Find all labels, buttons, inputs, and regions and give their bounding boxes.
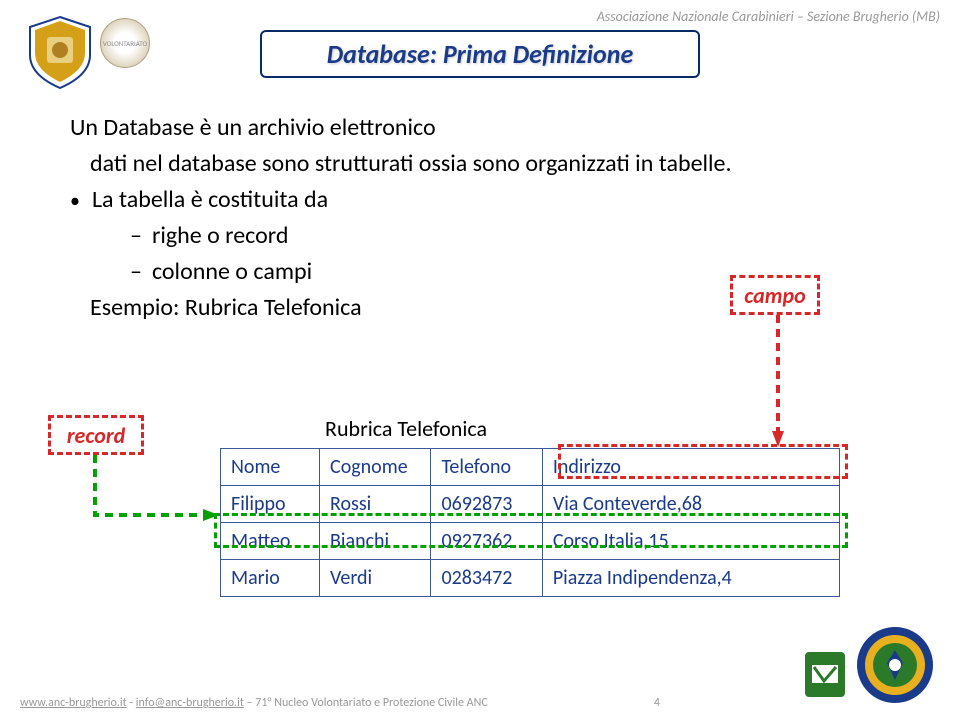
cell: Verdi (320, 560, 431, 597)
rubrica-table-wrap: Rubrica Telefonica Nome Cognome Telefono… (220, 415, 840, 597)
footer-link-site[interactable]: www.anc-brugherio.it (20, 696, 127, 710)
bullet-icon: • (70, 186, 80, 216)
protezione-civile-logo (855, 625, 935, 705)
slide-title: Database: Prima Definizione (327, 38, 633, 70)
body-line-3: • La tabella è costituita da (70, 182, 890, 218)
th-telefono: Telefono (431, 449, 542, 486)
cell: Corso Italia,15 (542, 523, 839, 560)
cell: Bianchi (320, 523, 431, 560)
th-indirizzo: Indirizzo (542, 449, 839, 486)
cell: Matteo (221, 523, 320, 560)
footer-link-mail[interactable]: info@anc-brugherio.it (136, 696, 244, 710)
page-number: 4 (654, 696, 660, 710)
table-title: Rubrica Telefonica (220, 415, 840, 442)
th-cognome: Cognome (320, 449, 431, 486)
dash-icon: – (130, 218, 142, 254)
footer-nucleo: 71° Nucleo Volontariato e Protezione Civ… (255, 696, 488, 710)
volunteer-logo: VOLONTARIATO (100, 18, 150, 68)
body-line-4-text: righe o record (152, 218, 288, 254)
shield-logo (25, 15, 95, 90)
dash-icon: – (130, 254, 142, 290)
body-line-2: dati nel database sono strutturati ossia… (90, 146, 890, 182)
table-row: Matteo Bianchi 0927362 Corso Italia,15 (221, 523, 840, 560)
footer-sep: – (247, 696, 256, 710)
body-line-5-text: colonne o campi (152, 254, 312, 290)
cell: 0927362 (431, 523, 542, 560)
cell: 0692873 (431, 486, 542, 523)
record-arrow (85, 455, 225, 535)
table-row: Filippo Rossi 0692873 Via Conteverde,68 (221, 486, 840, 523)
regione-logo (800, 647, 850, 702)
table-row: Mario Verdi 0283472 Piazza Indipendenza,… (221, 560, 840, 597)
header-org: Associazione Nazionale Carabinieri – Sez… (597, 8, 940, 25)
cell: Rossi (320, 486, 431, 523)
body-line-1: Un Database è un archivio elettronico (70, 110, 890, 146)
th-nome: Nome (221, 449, 320, 486)
cell: Via Conteverde,68 (542, 486, 839, 523)
record-badge: record (48, 415, 144, 455)
cell: Piazza Indipendenza,4 (542, 560, 839, 597)
slide-title-box: Database: Prima Definizione (260, 30, 700, 78)
campo-badge: campo (730, 275, 820, 315)
cell: Filippo (221, 486, 320, 523)
rubrica-table: Nome Cognome Telefono Indirizzo Filippo … (220, 448, 840, 597)
body-line-4: – righe o record (130, 218, 890, 254)
body-line-3-text: La tabella è costituita da (92, 182, 328, 218)
table-header-row: Nome Cognome Telefono Indirizzo (221, 449, 840, 486)
cell: Mario (221, 560, 320, 597)
cell: 0283472 (431, 560, 542, 597)
